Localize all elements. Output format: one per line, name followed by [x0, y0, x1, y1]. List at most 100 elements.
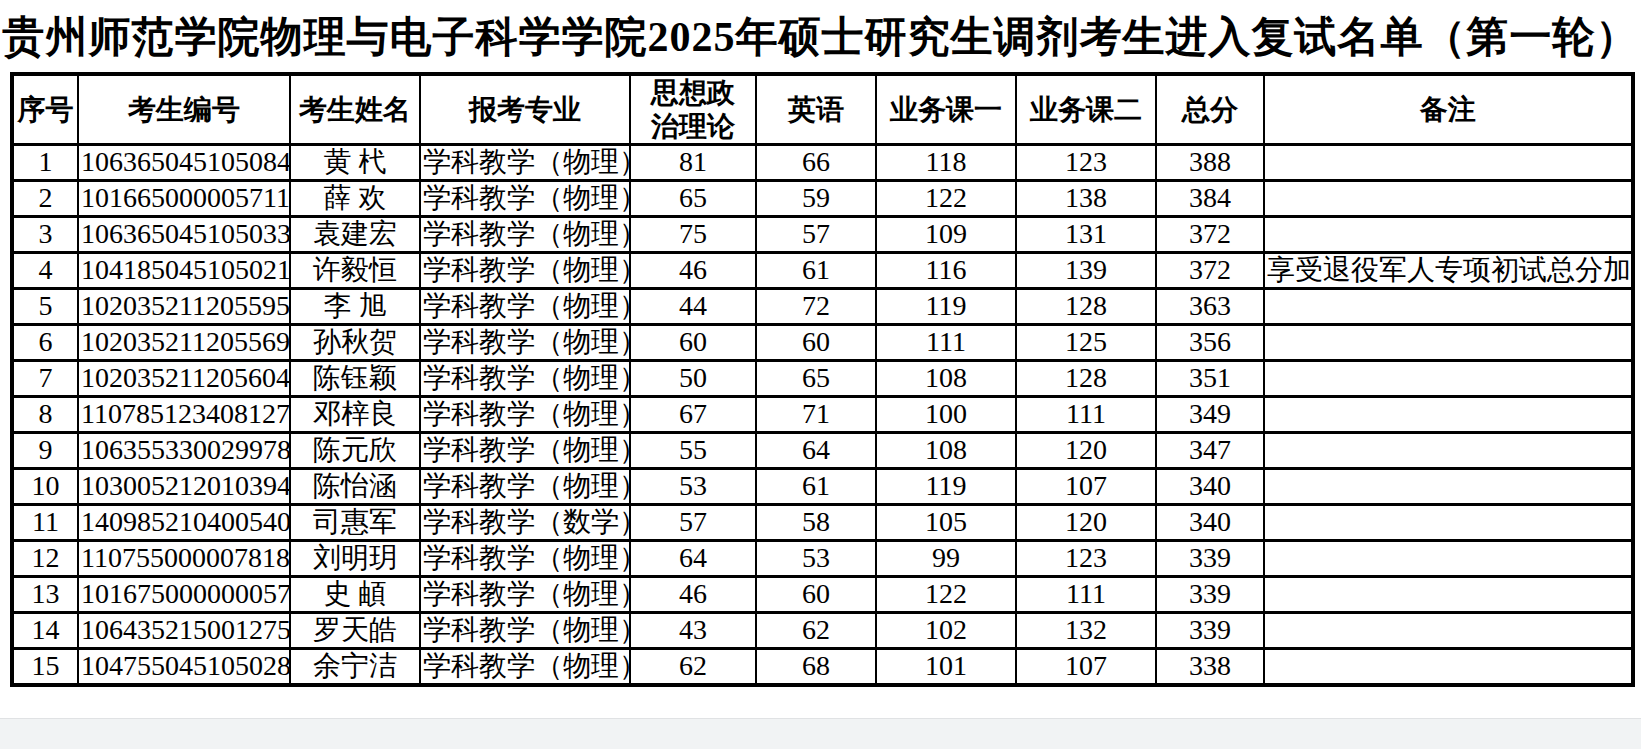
cell-english-score: 72	[756, 289, 876, 325]
cell-major: 学科教学（物理）	[420, 397, 630, 433]
cell-candidate-id: 102035211205569	[78, 325, 290, 361]
cell-english-score: 53	[756, 541, 876, 577]
cell-english-score: 61	[756, 469, 876, 505]
cell-index: 3	[12, 217, 78, 253]
cell-politics-score: 53	[630, 469, 756, 505]
cell-index: 6	[12, 325, 78, 361]
column-header-total: 总分	[1156, 74, 1264, 145]
cell-course1-score: 119	[876, 289, 1016, 325]
cell-course2-score: 128	[1016, 289, 1156, 325]
cell-total-score: 339	[1156, 613, 1264, 649]
cell-politics-score: 62	[630, 649, 756, 686]
cell-major: 学科教学（数学）	[420, 505, 630, 541]
column-header-politics: 思想政治理论	[630, 74, 756, 145]
cell-politics-score: 75	[630, 217, 756, 253]
cell-course2-score: 123	[1016, 145, 1156, 181]
table-body: 1106365045105084黄 杙学科教学（物理）8166118123388…	[12, 145, 1633, 686]
cell-course2-score: 123	[1016, 541, 1156, 577]
cell-english-score: 68	[756, 649, 876, 686]
cell-index: 10	[12, 469, 78, 505]
cell-candidate-id: 104185045105021	[78, 253, 290, 289]
cell-candidate-name: 孙秋贺	[290, 325, 420, 361]
cell-total-score: 340	[1156, 469, 1264, 505]
cell-index: 8	[12, 397, 78, 433]
cell-index: 2	[12, 181, 78, 217]
cell-candidate-id: 103005212010394	[78, 469, 290, 505]
cell-candidate-id: 106365045105084	[78, 145, 290, 181]
cell-course1-score: 109	[876, 217, 1016, 253]
cell-candidate-name: 刘明玥	[290, 541, 420, 577]
cell-politics-score: 67	[630, 397, 756, 433]
cell-candidate-name: 陈怡涵	[290, 469, 420, 505]
cell-candidate-name: 邓梓良	[290, 397, 420, 433]
cell-english-score: 65	[756, 361, 876, 397]
cell-index: 1	[12, 145, 78, 181]
table-row: 9106355330029978陈元欣学科教学（物理）5564108120347	[12, 433, 1633, 469]
cell-remark	[1264, 289, 1633, 325]
cell-index: 7	[12, 361, 78, 397]
cell-candidate-name: 陈钰颖	[290, 361, 420, 397]
cell-index: 15	[12, 649, 78, 686]
cell-course1-score: 100	[876, 397, 1016, 433]
column-header-major: 报考专业	[420, 74, 630, 145]
cell-english-score: 60	[756, 577, 876, 613]
cell-candidate-id: 106355330029978	[78, 433, 290, 469]
cell-total-score: 384	[1156, 181, 1264, 217]
cell-course2-score: 111	[1016, 577, 1156, 613]
cell-politics-score: 57	[630, 505, 756, 541]
cell-index: 11	[12, 505, 78, 541]
cell-remark	[1264, 433, 1633, 469]
cell-index: 14	[12, 613, 78, 649]
cell-english-score: 64	[756, 433, 876, 469]
cell-course2-score: 128	[1016, 361, 1156, 397]
cell-major: 学科教学（物理）	[420, 253, 630, 289]
cell-course1-score: 102	[876, 613, 1016, 649]
cell-candidate-name: 袁建宏	[290, 217, 420, 253]
cell-remark	[1264, 325, 1633, 361]
cell-course2-score: 107	[1016, 649, 1156, 686]
cell-total-score: 339	[1156, 577, 1264, 613]
table-row: 12110755000007818刘明玥学科教学（物理）645399123339	[12, 541, 1633, 577]
cell-course1-score: 108	[876, 433, 1016, 469]
column-header-remark: 备注	[1264, 74, 1633, 145]
table-row: 11140985210400540司惠军学科教学（数学）575810512034…	[12, 505, 1633, 541]
cell-politics-score: 55	[630, 433, 756, 469]
cell-index: 4	[12, 253, 78, 289]
cell-total-score: 356	[1156, 325, 1264, 361]
cell-course2-score: 139	[1016, 253, 1156, 289]
cell-english-score: 62	[756, 613, 876, 649]
cell-course1-score: 122	[876, 577, 1016, 613]
cell-candidate-name: 许毅恒	[290, 253, 420, 289]
cell-politics-score: 81	[630, 145, 756, 181]
cell-major: 学科教学（物理）	[420, 577, 630, 613]
cell-candidate-id: 104755045105028	[78, 649, 290, 686]
cell-candidate-id: 110755000007818	[78, 541, 290, 577]
cell-major: 学科教学（物理）	[420, 613, 630, 649]
column-header-course1: 业务课一	[876, 74, 1016, 145]
column-header-candidate-id: 考生编号	[78, 74, 290, 145]
cell-major: 学科教学（物理）	[420, 145, 630, 181]
table-row: 10103005212010394陈怡涵学科教学（物理）536111910734…	[12, 469, 1633, 505]
cell-course2-score: 125	[1016, 325, 1156, 361]
table-row: 5102035211205595李 旭学科教学（物理）4472119128363	[12, 289, 1633, 325]
cell-index: 13	[12, 577, 78, 613]
cell-candidate-id: 140985210400540	[78, 505, 290, 541]
cell-politics-score: 46	[630, 577, 756, 613]
table-row: 2101665000005711薛 欢学科教学（物理）6559122138384	[12, 181, 1633, 217]
cell-major: 学科教学（物理）	[420, 325, 630, 361]
cell-total-score: 372	[1156, 253, 1264, 289]
cell-candidate-id: 106365045105033	[78, 217, 290, 253]
cell-candidate-id: 102035211205604	[78, 361, 290, 397]
column-header-politics-label: 思想政治理论	[650, 76, 735, 143]
cell-candidate-id: 102035211205595	[78, 289, 290, 325]
window-bottom-strip	[0, 718, 1641, 749]
cell-remark	[1264, 181, 1633, 217]
cell-major: 学科教学（物理）	[420, 217, 630, 253]
cell-total-score: 363	[1156, 289, 1264, 325]
cell-major: 学科教学（物理）	[420, 433, 630, 469]
cell-total-score: 339	[1156, 541, 1264, 577]
cell-politics-score: 64	[630, 541, 756, 577]
cell-english-score: 60	[756, 325, 876, 361]
cell-candidate-name: 薛 欢	[290, 181, 420, 217]
table-row: 15104755045105028余宁洁学科教学（物理）626810110733…	[12, 649, 1633, 686]
